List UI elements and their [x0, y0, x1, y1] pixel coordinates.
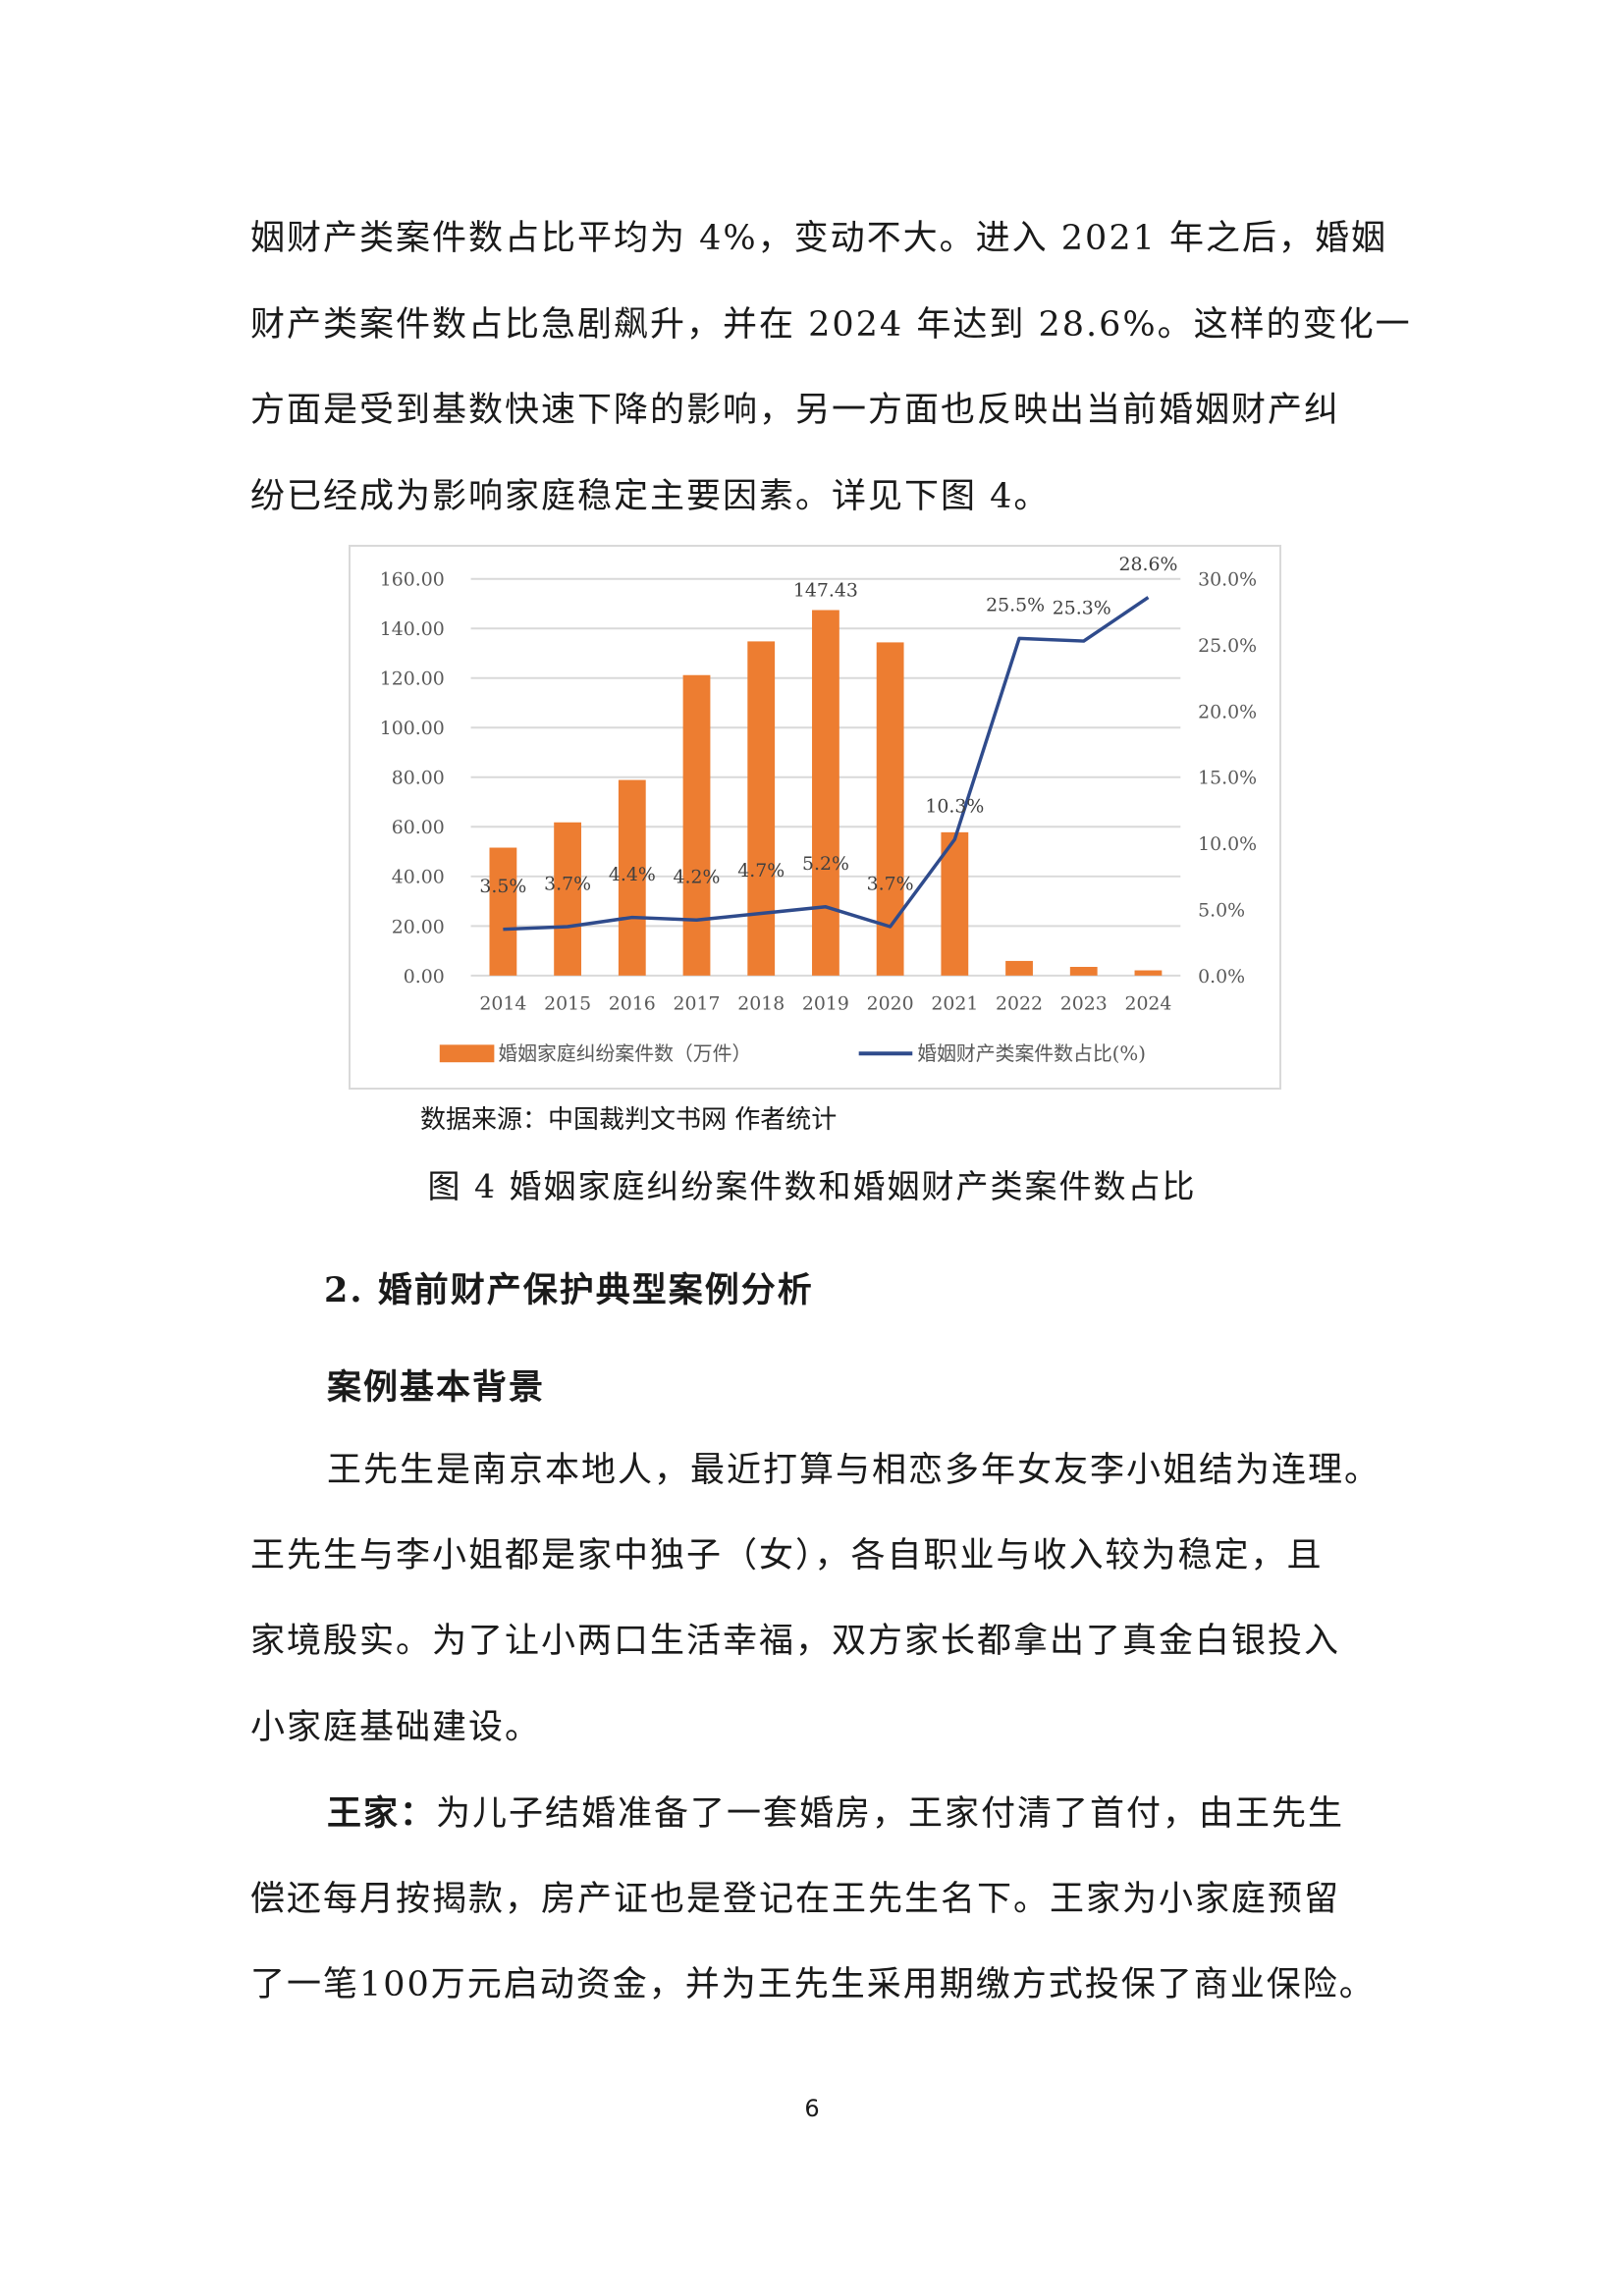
bar	[876, 642, 904, 976]
line-data-label: 4.7%	[737, 860, 785, 881]
bar	[618, 779, 646, 976]
line-data-label: 25.5%	[986, 595, 1045, 616]
section-heading: 2. 婚前财产保护典型案例分析	[324, 1270, 814, 1310]
line-data-label: 28.6%	[1118, 554, 1177, 575]
para-text: 为儿子结婚准备了一套婚房，王家付清了首付，由王先生	[436, 1794, 1345, 1834]
x-axis-tick: 2024	[1124, 993, 1171, 1015]
x-axis-tick: 2022	[996, 993, 1043, 1015]
line-data-label: 10.3%	[925, 795, 984, 817]
right-axis-tick: 0.0%	[1198, 966, 1245, 988]
line-data-label: 3.7%	[544, 873, 591, 894]
left-axis-tick: 140.00	[380, 618, 445, 640]
bar	[812, 610, 839, 976]
body-text-line: 家境殷实。为了让小两口生活幸福，双方家长都拿出了真金白银投入	[250, 1622, 1341, 1661]
body-text-line: 王家：为儿子结婚准备了一套婚房，王家付清了首付，由王先生	[327, 1792, 1344, 1836]
x-axis-tick: 2018	[737, 993, 785, 1015]
line-data-label: 5.2%	[802, 853, 849, 875]
x-axis-tick: 2021	[931, 993, 978, 1015]
body-text-line: 小家庭基础建设。	[250, 1708, 542, 1747]
figure-caption: 图 4 婚姻家庭纠纷案件数和婚姻财产类案件数占比	[427, 1167, 1197, 1205]
bar	[1005, 960, 1033, 976]
line-data-label: 3.7%	[867, 873, 914, 894]
bar	[554, 822, 582, 976]
line-data-label: 3.5%	[479, 876, 526, 897]
left-axis-tick: 100.00	[380, 718, 445, 739]
chart-svg: 0.00 20.00 40.00 60.00 80.00 100.00 120.00 140.…	[380, 554, 1257, 1065]
subheading: 案例基本背景	[327, 1367, 546, 1408]
body-text-line: 财产类案件数占比急剧飙升，并在 2024 年达到 28.6%。这样的变化一	[250, 305, 1412, 345]
left-axis-tick: 0.00	[404, 966, 445, 988]
body-text-line: 了一笔100万元启动资金，并为王先生采用期缴方式投保了商业保险。	[250, 1965, 1376, 2004]
x-axis-tick: 2017	[674, 993, 721, 1015]
bar-data-label: 147.43	[793, 580, 858, 602]
x-axis-tick: 2020	[867, 993, 914, 1015]
line-data-label: 4.4%	[609, 864, 656, 885]
right-axis-tick: 10.0%	[1198, 833, 1257, 855]
para-label: 王家：	[327, 1793, 437, 1834]
x-axis-tick: 2019	[802, 993, 849, 1015]
bar	[941, 831, 969, 976]
x-axis-tick: 2016	[609, 993, 656, 1015]
line-data-label: 4.2%	[674, 867, 721, 888]
right-axis-tick: 20.0%	[1198, 701, 1257, 722]
x-axis-tick: 2023	[1060, 993, 1108, 1015]
left-axis-tick: 160.00	[380, 569, 445, 591]
data-source: 数据来源：中国裁判文书网 作者统计	[420, 1105, 838, 1135]
legend-bar-swatch	[439, 1044, 495, 1063]
combo-chart: 0.00 20.00 40.00 60.00 80.00 100.00 120.00 140.…	[349, 545, 1281, 1090]
bar	[489, 847, 517, 976]
legend-line-label: 婚姻财产类案件数占比(%)	[917, 1042, 1146, 1065]
body-text-line: 姻财产类案件数占比平均为 4%，变动不大。进入 2021 年之后，婚姻	[250, 219, 1387, 258]
x-axis-tick: 2015	[544, 993, 591, 1015]
body-text-line: 方面是受到基数快速下降的影响，另一方面也反映出当前婚姻财产纠	[250, 391, 1341, 430]
legend-bar-label: 婚姻家庭纠纷案件数（万件）	[498, 1042, 751, 1065]
line-data-label: 25.3%	[1053, 597, 1111, 618]
right-axis-tick: 25.0%	[1198, 635, 1257, 657]
left-axis-tick: 40.00	[392, 867, 445, 888]
bar	[747, 641, 776, 976]
left-axis-tick: 120.00	[380, 668, 445, 690]
line-series	[503, 596, 1150, 932]
body-text-line: 纷已经成为影响家庭稳定主要因素。详见下图 4。	[250, 477, 1051, 516]
left-axis-tick: 20.00	[392, 916, 445, 937]
bar	[682, 674, 711, 976]
body-text-line: 王先生是南京本地人，最近打算与相恋多年女友李小姐结为连理。	[327, 1451, 1381, 1490]
body-text-line: 王先生与李小姐都是家中独子（女），各自职业与收入较为稳定，且	[250, 1536, 1324, 1575]
left-axis-tick: 80.00	[392, 768, 445, 789]
right-axis-tick: 5.0%	[1198, 899, 1245, 921]
bar	[1134, 970, 1163, 976]
body-text-line: 偿还每月按揭款，房产证也是登记在王先生名下。王家为小家庭预留	[250, 1880, 1341, 1919]
page-number: 6	[804, 2095, 820, 2122]
bar	[1069, 966, 1098, 976]
left-axis-tick: 60.00	[392, 817, 445, 838]
right-axis-tick: 15.0%	[1198, 768, 1257, 789]
right-axis-tick: 30.0%	[1198, 569, 1257, 591]
x-axis-tick: 2014	[479, 993, 526, 1015]
